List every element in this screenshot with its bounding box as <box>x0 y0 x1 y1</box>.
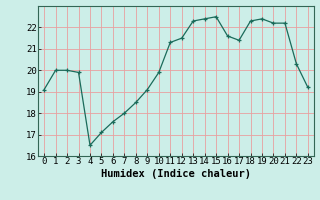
X-axis label: Humidex (Indice chaleur): Humidex (Indice chaleur) <box>101 169 251 179</box>
